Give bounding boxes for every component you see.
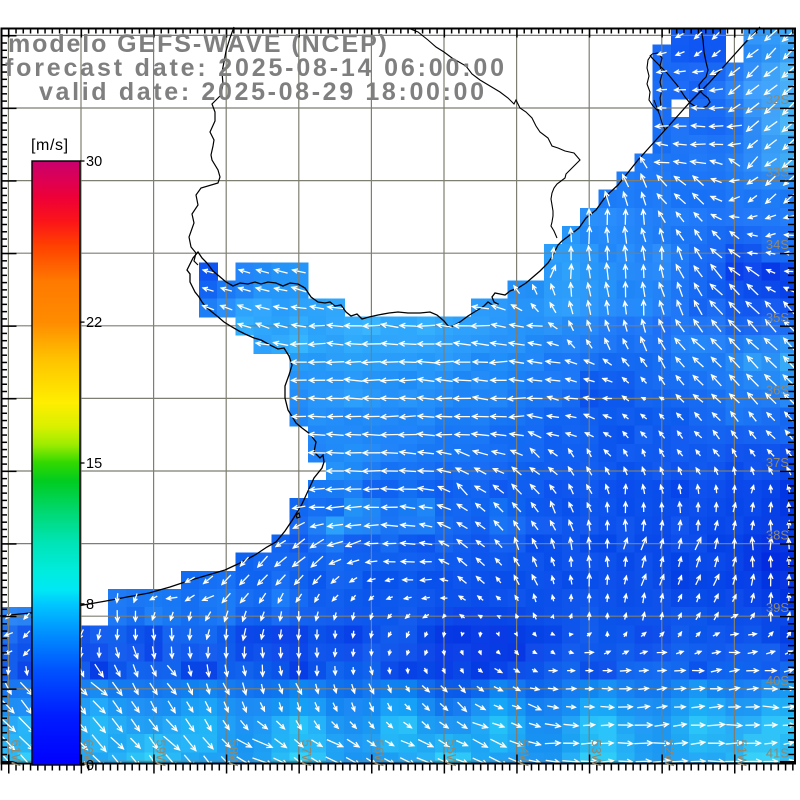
svg-text:54W: 54W: [517, 740, 532, 767]
svg-text:15: 15: [86, 456, 102, 472]
svg-text:valid date: 2025-08-29 18:00:0: valid date: 2025-08-29 18:00:00: [39, 78, 484, 106]
svg-text:59W: 59W: [154, 740, 169, 767]
svg-text:60W: 60W: [81, 740, 96, 767]
svg-text:36S: 36S: [766, 382, 789, 397]
svg-text:53W: 53W: [589, 740, 604, 767]
svg-text:30: 30: [86, 154, 102, 170]
svg-text:51W: 51W: [734, 740, 749, 767]
svg-text:22: 22: [86, 315, 102, 331]
svg-text:57W: 57W: [299, 740, 314, 767]
svg-text:41S: 41S: [766, 745, 789, 760]
svg-text:0: 0: [86, 758, 94, 774]
svg-text:58W: 58W: [226, 740, 241, 767]
svg-text:modelo GEFS-WAVE (NCEP): modelo GEFS-WAVE (NCEP): [8, 30, 387, 58]
svg-text:61W: 61W: [8, 740, 23, 767]
svg-text:[m/s]: [m/s]: [31, 137, 69, 154]
svg-text:55W: 55W: [444, 740, 459, 767]
svg-text:52W: 52W: [662, 740, 677, 767]
svg-text:33S: 33S: [766, 165, 789, 180]
svg-text:34S: 34S: [766, 237, 789, 252]
svg-text:39S: 39S: [766, 600, 789, 615]
svg-text:40S: 40S: [766, 673, 789, 688]
svg-text:56W: 56W: [371, 740, 386, 767]
svg-text:8: 8: [86, 597, 94, 613]
svg-text:32S: 32S: [766, 92, 789, 107]
svg-text:forecast date: 2025-08-14 06:0: forecast date: 2025-08-14 06:00:00: [5, 54, 504, 82]
svg-text:35S: 35S: [766, 310, 789, 325]
svg-text:37S: 37S: [766, 455, 789, 470]
svg-text:38S: 38S: [766, 528, 789, 543]
